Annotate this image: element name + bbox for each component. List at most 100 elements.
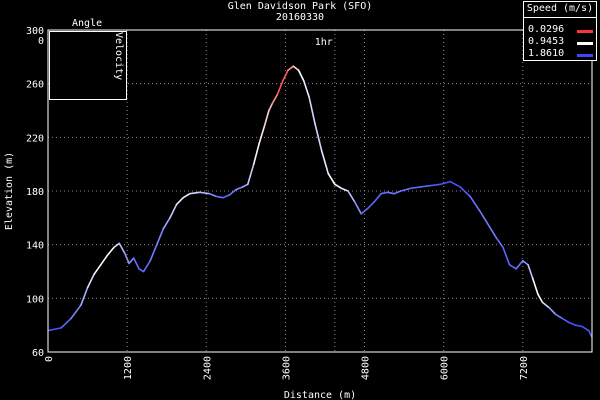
profile-segment <box>561 317 570 324</box>
profile-segment <box>287 65 295 72</box>
elevation-profile-line <box>47 65 593 339</box>
chart-title: Glen Davidson Park (SFO) <box>227 1 373 12</box>
profile-segment <box>118 242 126 254</box>
profile-segment <box>276 80 284 96</box>
profile-segment <box>574 324 583 328</box>
profile-segment <box>252 143 260 165</box>
inset-title: Angle <box>72 18 103 29</box>
profile-segment <box>308 96 316 125</box>
legend-entry-low: 0.0296 <box>528 24 565 35</box>
profile-segment <box>568 321 577 326</box>
legend-swatch-white <box>577 42 593 45</box>
profile-segment <box>215 195 224 199</box>
inset-right-label: Velocity <box>113 32 124 81</box>
profile-segment <box>367 200 376 210</box>
profile-segment <box>208 192 217 198</box>
y-tick-label: 260 <box>26 80 44 91</box>
profile-segment <box>132 257 140 270</box>
profile-segment <box>479 210 491 229</box>
x-tick-label: 4800 <box>361 356 372 380</box>
profile-segment <box>175 196 184 206</box>
profile-segment <box>537 293 544 304</box>
profile-segment <box>393 190 402 195</box>
x-tick-label: 6000 <box>440 356 451 380</box>
profile-segment <box>149 243 158 262</box>
y-tick-label: 60 <box>32 348 44 359</box>
profile-segment <box>142 259 152 273</box>
profile-segment <box>488 226 498 239</box>
profile-segment <box>340 187 349 192</box>
angle-velocity-inset <box>49 31 127 100</box>
profile-segment <box>156 227 165 246</box>
profile-segment <box>188 191 201 195</box>
y-axis-label: Elevation (m) <box>4 152 15 230</box>
y-tick-label: 300 <box>26 26 44 37</box>
x-tick-label: 2400 <box>202 356 213 380</box>
profile-segment <box>268 102 273 112</box>
profile-segment <box>228 188 237 196</box>
profile-segment <box>303 80 310 98</box>
legend-entry-mid: 0.9453 <box>528 36 565 47</box>
profile-segment <box>429 183 442 187</box>
profile-segment <box>198 191 211 195</box>
profile-segment <box>327 172 336 186</box>
profile-segment <box>469 195 481 212</box>
profile-segment <box>80 286 89 306</box>
profile-segment <box>531 277 539 296</box>
profile-segment <box>459 186 471 198</box>
grid <box>48 30 592 352</box>
profile-segment <box>271 93 279 105</box>
profile-segment <box>554 313 564 320</box>
profile-segment <box>182 192 191 199</box>
profile-segment <box>320 149 330 175</box>
profile-segment <box>106 246 115 257</box>
profile-segment <box>548 306 557 316</box>
profile-segment <box>502 246 511 266</box>
profile-segment <box>314 123 323 152</box>
profile-segment <box>541 301 550 309</box>
profile-segment <box>527 263 534 280</box>
y-tick-label: 220 <box>26 133 44 144</box>
x-tick-label: 7200 <box>519 356 530 380</box>
profile-segment <box>334 183 343 190</box>
profile-segment <box>292 65 300 72</box>
inset-left-label: 0 <box>38 36 45 47</box>
profile-segment <box>47 327 62 332</box>
plot-area-frame <box>47 29 593 353</box>
profile-segment <box>360 207 369 215</box>
profile-segment <box>297 69 305 82</box>
profile-segment <box>347 190 356 203</box>
x-tick-label: 0 <box>44 356 55 362</box>
profile-segment <box>93 263 102 275</box>
y-tick-label: 100 <box>26 294 44 305</box>
profile-segment <box>221 194 231 199</box>
legend-swatch-blue <box>577 54 593 57</box>
legend-swatch-red <box>577 30 593 33</box>
profile-segment <box>449 180 461 188</box>
profile-segment <box>70 304 82 320</box>
x-tick-label: 1200 <box>123 356 134 380</box>
profile-segment <box>246 163 255 186</box>
profile-segment <box>353 200 363 215</box>
y-tick-label: 140 <box>26 241 44 252</box>
time-marker-label: 1hr <box>315 37 333 48</box>
profile-segment <box>60 317 72 329</box>
profile-segment <box>162 217 171 230</box>
profile-segment <box>399 187 412 192</box>
profile-segment <box>263 109 270 128</box>
profile-segment <box>373 192 382 203</box>
profile-segment <box>138 268 145 273</box>
profile-segment <box>587 329 593 339</box>
profile-segment <box>281 69 289 82</box>
profile-segment <box>508 263 517 270</box>
profile-segment <box>419 184 432 188</box>
profile-segment <box>169 203 178 219</box>
profile-segment <box>581 325 590 332</box>
profile-segment <box>515 259 524 270</box>
legend-entry-high: 1.8610 <box>528 48 565 59</box>
profile-segment <box>258 125 266 145</box>
profile-segment <box>128 257 135 265</box>
x-tick-label: 3600 <box>281 356 292 380</box>
profile-segment <box>521 259 529 266</box>
